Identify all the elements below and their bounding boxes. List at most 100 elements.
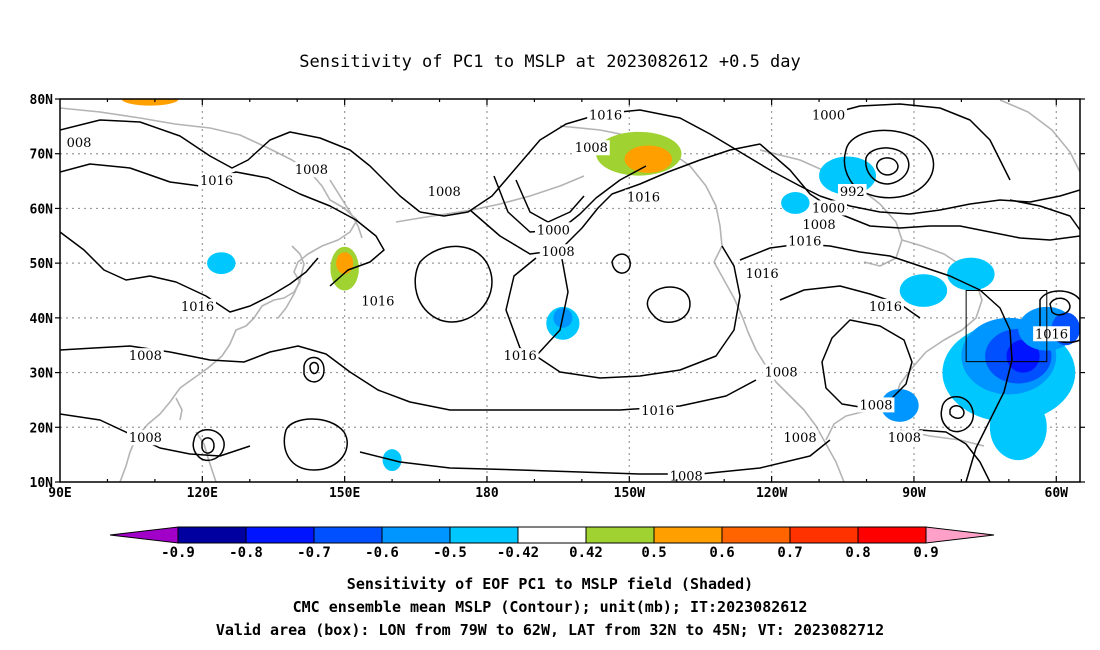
greenland-outline [999, 99, 1080, 173]
contour-line [875, 157, 899, 176]
colorbar-segment [789, 526, 859, 544]
contour-label-bg [198, 173, 235, 189]
contour-label: 1008 [129, 349, 162, 364]
contour-label-bg [743, 266, 781, 282]
contour-line [493, 165, 647, 233]
valid-area-box [965, 290, 1048, 363]
lat-tick-label: 50N [30, 257, 54, 272]
lon-tick-label: 150W [614, 486, 645, 501]
contour-label: 1008 [859, 398, 892, 413]
colorbar-tick-label: 0.5 [641, 545, 666, 561]
contour-label-bg [1033, 326, 1070, 342]
lon-tick-label: 150E [329, 486, 360, 501]
contour-label-bg [667, 468, 705, 482]
sensitivity-blob [1006, 339, 1040, 373]
contour-label-bg [810, 107, 847, 123]
colorbar-segment [585, 526, 655, 544]
contour-label-bg [179, 298, 216, 314]
contour-line [60, 413, 251, 457]
contour-label-bg [837, 184, 867, 200]
contour-line [192, 429, 225, 462]
contour-label-bg [64, 134, 94, 150]
sensitivity-blob [880, 388, 919, 422]
contour-label: 1016 [504, 349, 537, 364]
colorbar-segment [653, 526, 723, 544]
lon-tick-label: 90W [902, 486, 926, 501]
contour-label-bg [867, 298, 904, 314]
lat-tick-label: 70N [30, 148, 54, 163]
sensitivity-blob [899, 274, 948, 307]
contour-label: 1016 [788, 234, 821, 249]
contour-label-bg [781, 430, 819, 446]
contour-line [865, 147, 910, 185]
contour-line [515, 179, 585, 223]
longitude-labels: 90E 120E 150E 180 150W 120W 90W 60W [48, 486, 1068, 501]
contour-line [646, 286, 691, 323]
contour-label-bg [786, 233, 824, 249]
contour-label-bg [425, 184, 463, 200]
lat-tick-label: 60N [30, 202, 54, 217]
figure-title: Sensitivity of PC1 to MSLP at 2023082612… [299, 52, 801, 72]
colorbar-tick-label: -0.9 [161, 545, 195, 561]
caption-line-1: Sensitivity of EOF PC1 to MSLP field (Sh… [347, 575, 753, 593]
contour-label-bg [293, 162, 330, 178]
contour-label-bg [572, 140, 610, 156]
colorbar-tick-label: 0.7 [777, 545, 802, 561]
lat-tick-label: 10N [30, 476, 54, 491]
contour-line [309, 361, 320, 375]
colorbar-tick-label: 0.8 [845, 545, 870, 561]
contour-label: 1008 [428, 185, 461, 200]
contour-label-bg [126, 430, 164, 446]
colorbar-tick-label: 0.42 [569, 545, 603, 561]
contour-label-bg [501, 348, 539, 364]
caption-line-3: Valid area (box): LON from 79W to 62W, L… [216, 621, 884, 639]
contour-label: 008 [67, 136, 92, 151]
alaska-outline [559, 125, 723, 263]
latitude-labels: 80N 70N 60N 50N 40N 30N 20N 10N [30, 93, 54, 491]
lon-tick-label: 180 [475, 486, 499, 501]
contour-line [843, 129, 935, 199]
contour-label: 992 [840, 185, 865, 200]
contour-line [469, 143, 761, 255]
map-content: 0081016100810081016100810161008101610081… [60, 99, 1080, 482]
contour-label-bg [359, 293, 397, 309]
sensitivity-blob [947, 257, 995, 291]
contour-line [60, 345, 757, 411]
colorbar-tick-label: -0.6 [365, 545, 399, 561]
contour-line [759, 143, 1080, 241]
colorbar-tick-label: -0.7 [297, 545, 331, 561]
contour-line [1009, 199, 1080, 231]
kamchatka-outline [329, 179, 363, 239]
contour-label: 1008 [803, 218, 836, 233]
contour-line [819, 189, 1080, 215]
contour-label: 1008 [784, 431, 817, 446]
contour-labels: 0081016100810081016100810161008101610081… [64, 107, 1070, 482]
sensitivity-blob [781, 192, 810, 214]
contour-label: 1008 [542, 245, 575, 260]
lon-tick-label: 120W [756, 486, 787, 501]
colorbar-tick-label: -0.42 [497, 545, 539, 561]
taiwan-outline [175, 397, 183, 421]
colorbar-segment [721, 526, 791, 544]
contour-label-bg [539, 244, 577, 260]
caption-line-2: CMC ensemble mean MSLP (Contour); unit(m… [293, 598, 808, 616]
colorbar-tick-label: 0.9 [913, 545, 938, 561]
contour-line [359, 439, 831, 475]
contour-label-bg [810, 200, 847, 216]
contour-label: 1008 [575, 141, 608, 156]
lon-tick-label: 60W [1045, 486, 1069, 501]
contour-label: 1016 [746, 267, 779, 282]
contour-line [949, 405, 965, 419]
contour-label: 1008 [888, 431, 921, 446]
sensitivity-blob [207, 252, 236, 275]
contour-label: 1008 [129, 431, 162, 446]
aleutian-chain [395, 175, 585, 223]
colorbar-tick-label: -0.5 [433, 545, 467, 561]
colorbar-segment [245, 526, 315, 544]
colorbar-tick-label: 0.6 [709, 545, 734, 561]
contour-line [829, 103, 1011, 181]
contour-label-bg [800, 216, 838, 232]
contour-label: 1016 [641, 404, 674, 419]
contour-label: 1016 [181, 300, 214, 315]
colorbar-segment [857, 526, 927, 544]
